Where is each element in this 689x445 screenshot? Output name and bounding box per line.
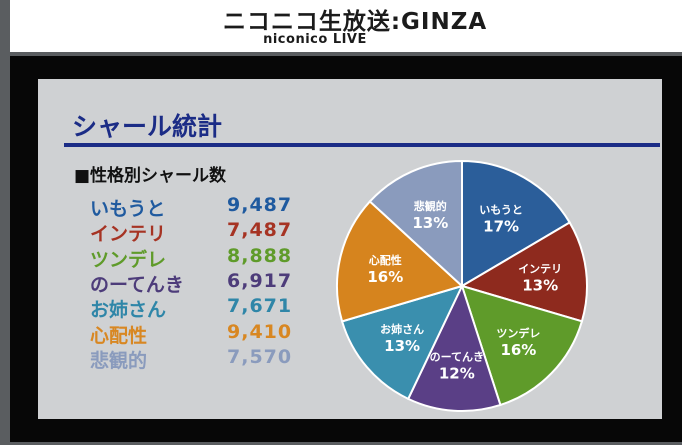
pie-slice (460, 284, 584, 407)
stats-row: 悲観的 7,570 (90, 346, 291, 373)
stats-row: ツンデレ 8,888 (90, 245, 291, 272)
pie-slice-percent: 16% (500, 341, 536, 359)
pie-chart: いもうと17%インテリ13%ツンデレ16%のーてんき12%お姉さん13%心配性1… (336, 159, 588, 412)
right-edge-strip (682, 0, 689, 445)
pie-slice-percent: 17% (483, 218, 519, 236)
presentation-slide: シャール統計 ■性格別シャール数 いもうと 9,487 インテリ 7,487 ツンデレ 8… (38, 79, 662, 419)
stats-row-category: インテリ (90, 223, 167, 246)
stats-row: お姉さん 7,671 (90, 295, 291, 322)
stats-row-category: 心配性 (90, 324, 148, 347)
pie-slice-percent: 13% (522, 276, 558, 294)
pie-slice (368, 159, 463, 289)
pie-slice (336, 200, 464, 323)
stats-row-category: のーてんき (90, 273, 184, 296)
broadcast-header: ニコニコ生放送:GINZA niconico LIVE (10, 0, 682, 52)
stats-row-category: ツンデレ (90, 248, 167, 271)
stats-row: いもうと 9,487 (90, 194, 291, 221)
pie-slice-label: ツンデレ (496, 326, 540, 340)
pie-slice (461, 159, 572, 288)
pie-slice-percent: 12% (439, 365, 475, 383)
stats-row-value: 9,487 (227, 194, 293, 216)
stats-row: インテリ 7,487 (90, 219, 291, 246)
pie-slice-label: いもうと (479, 204, 523, 217)
pie-slice-percent: 16% (367, 268, 403, 286)
stats-row-category: 悲観的 (90, 349, 148, 372)
stats-row-value: 8,888 (227, 244, 293, 267)
pie-slice-label: 悲観的 (414, 199, 447, 213)
stats-row: 心配性 9,410 (90, 321, 291, 348)
pie-slice-label: 心配性 (369, 253, 402, 267)
stats-row-value: 7,671 (227, 295, 293, 318)
niconico-live-logo: ニコニコ生放送:GINZA (222, 9, 488, 35)
title-underline (64, 143, 660, 147)
pie-slice (340, 284, 464, 401)
slide-title: シャール統計 (72, 112, 223, 141)
section-label: ■性格別シャール数 (74, 166, 227, 186)
pie-slice-label: インテリ (518, 262, 562, 275)
pie-slice-label: お姉さん (380, 322, 424, 336)
pie-slice-label: のーてんき (430, 351, 484, 364)
pie-slice (406, 283, 502, 412)
stats-row: のーてんき 6,917 (90, 270, 291, 297)
pie-slice-percent: 13% (412, 214, 448, 232)
stats-row-value: 7,570 (227, 345, 293, 368)
stats-row-value: 6,917 (227, 269, 293, 292)
niconico-live-sublogo: niconico LIVE (263, 32, 367, 47)
stats-row-category: いもうと (90, 198, 166, 220)
stats-row-value: 9,410 (227, 320, 293, 343)
pie-slice (459, 221, 588, 323)
stats-row-value: 7,487 (227, 219, 293, 242)
stats-row-category: お姉さん (90, 299, 167, 322)
pie-slice-percent: 13% (384, 337, 420, 355)
